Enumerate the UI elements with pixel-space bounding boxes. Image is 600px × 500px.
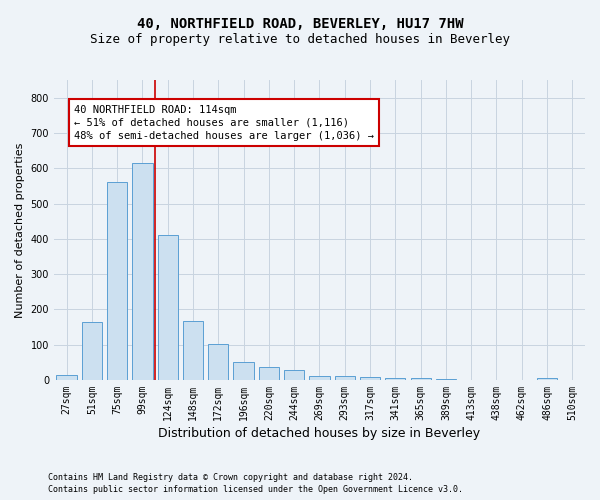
Bar xyxy=(335,376,355,380)
Y-axis label: Number of detached properties: Number of detached properties xyxy=(15,142,25,318)
Text: Contains public sector information licensed under the Open Government Licence v3: Contains public sector information licen… xyxy=(48,485,463,494)
Bar xyxy=(310,376,329,380)
Bar xyxy=(284,370,304,380)
Bar xyxy=(410,378,431,380)
Bar xyxy=(436,378,456,380)
Bar xyxy=(233,362,254,380)
Bar xyxy=(360,378,380,380)
Bar xyxy=(56,374,77,380)
Text: 40, NORTHFIELD ROAD, BEVERLEY, HU17 7HW: 40, NORTHFIELD ROAD, BEVERLEY, HU17 7HW xyxy=(137,18,463,32)
Bar xyxy=(385,378,406,380)
Bar xyxy=(133,163,152,380)
Bar xyxy=(537,378,557,380)
X-axis label: Distribution of detached houses by size in Beverley: Distribution of detached houses by size … xyxy=(158,427,481,440)
Bar xyxy=(107,182,127,380)
Text: Size of property relative to detached houses in Beverley: Size of property relative to detached ho… xyxy=(90,32,510,46)
Text: Contains HM Land Registry data © Crown copyright and database right 2024.: Contains HM Land Registry data © Crown c… xyxy=(48,472,413,482)
Bar xyxy=(208,344,229,380)
Bar xyxy=(158,236,178,380)
Bar xyxy=(82,322,102,380)
Bar xyxy=(259,367,279,380)
Text: 40 NORTHFIELD ROAD: 114sqm
← 51% of detached houses are smaller (1,116)
48% of s: 40 NORTHFIELD ROAD: 114sqm ← 51% of deta… xyxy=(74,104,374,141)
Bar xyxy=(183,320,203,380)
